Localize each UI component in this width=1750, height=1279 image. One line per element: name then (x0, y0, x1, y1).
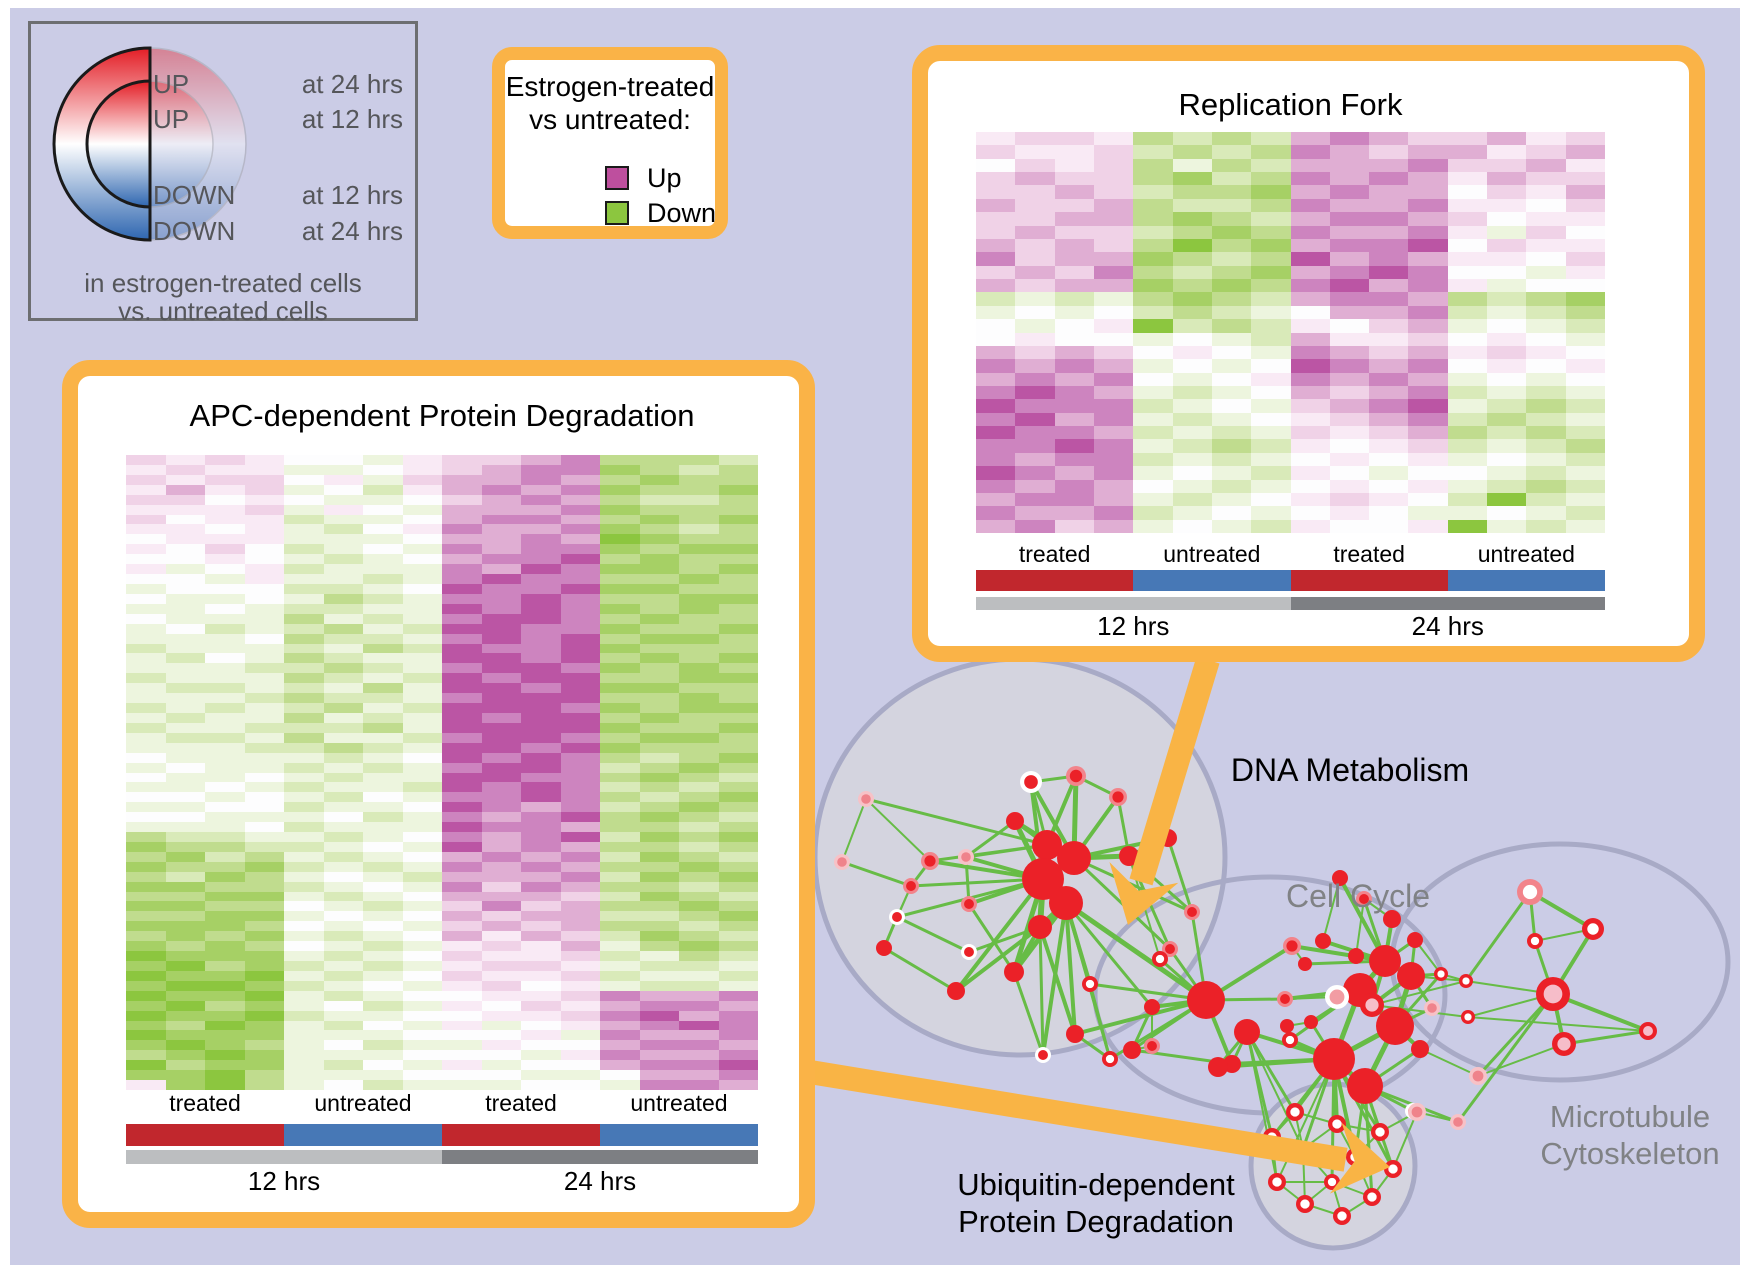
ubiquitin-label-line2: Protein Degradation (958, 1204, 1234, 1239)
apc-heatmap (126, 455, 758, 1090)
replication-fork-heatmap (976, 132, 1605, 533)
time-bar (442, 1150, 758, 1164)
legend-down-12-label: DOWN (153, 180, 236, 210)
legend-up-24-label: UP (153, 69, 190, 99)
treatment-bar (1290, 570, 1448, 591)
group-label: untreated (1163, 541, 1261, 567)
time-bar (976, 597, 1291, 610)
dna-metabolism-label: DNA Metabolism (1230, 752, 1470, 788)
ubiquitin-degradation-label: Ubiquitin-dependent Protein Degradation (896, 1166, 1296, 1240)
legend-up-24-time: at 24 hrs (301, 69, 403, 99)
estrogen-title-line2: vs untreated: (529, 104, 691, 135)
apc-panel-title: APC-dependent Protein Degradation (189, 398, 695, 433)
legend-row-down-12: DOWN at 12 hrs (153, 180, 403, 211)
treatment-bar (1133, 570, 1291, 591)
group-label: treated (169, 1090, 241, 1116)
time-label: 24 hrs (563, 1166, 637, 1196)
replication-fork-title: Replication Fork (1178, 87, 1403, 122)
apc-heatmap-panel: APC-dependent Protein Degradation treate… (62, 360, 815, 1228)
legend-item-down: Down (605, 197, 717, 228)
rf-time-bars (976, 597, 1605, 610)
ubiquitin-label-line1: Ubiquitin-dependent (957, 1167, 1235, 1202)
apc-treatment-bars (126, 1124, 758, 1146)
replication-fork-panel: Replication Fork treated untreated treated… (912, 45, 1705, 662)
group-label: treated (1018, 541, 1091, 567)
legend-up-12-label: UP (153, 104, 190, 134)
estrogen-legend-box: Estrogen-treated vs untreated: Up Down (492, 47, 728, 239)
legend-row-up-24: UP at 24 hrs (153, 69, 403, 100)
rf-group-labels: treated untreated treated untreated (976, 541, 1605, 568)
legend-caption-line2: vs. untreated cells (118, 296, 328, 326)
legend-row-up-12: UP at 12 hrs (153, 104, 403, 135)
time-bar (126, 1150, 442, 1164)
time-label: 12 hrs (247, 1166, 321, 1196)
treatment-bar (126, 1124, 284, 1146)
time-label: 24 hrs (1411, 611, 1484, 641)
group-label: untreated (630, 1090, 728, 1116)
treatment-bar (1447, 570, 1605, 591)
group-label: treated (1333, 541, 1405, 567)
time-bar (1290, 597, 1605, 610)
legend-item-up: Up (605, 162, 682, 193)
up-color-swatch (605, 166, 629, 190)
rf-treatment-bars (976, 570, 1605, 591)
apc-group-labels: treated untreated treated untreated (126, 1090, 758, 1117)
group-label: untreated (1477, 541, 1575, 567)
group-label: treated (485, 1090, 557, 1116)
treatment-bar (442, 1124, 600, 1146)
treatment-bar (600, 1124, 758, 1146)
microtubule-label-line1: Microtubule (1549, 1099, 1711, 1134)
legend-down-24-time: at 24 hrs (301, 216, 403, 246)
apc-time-labels: 12 hrs 24 hrs (126, 1166, 758, 1197)
down-label: Down (647, 197, 717, 228)
cell-cycle-label: Cell Cycle (1285, 878, 1431, 914)
legend-row-down-24: DOWN at 24 hrs (153, 216, 403, 247)
legend-caption-line1: in estrogen-treated cells (84, 268, 362, 298)
time-label: 12 hrs (1097, 611, 1170, 641)
color-wheel-legend-box: UP at 24 hrs UP at 12 hrs DOWN at 12 hrs… (28, 21, 418, 326)
microtubule-cytoskeleton-label: Microtubule Cytoskeleton (1480, 1098, 1750, 1172)
estrogen-title-line1: Estrogen-treated (505, 71, 715, 102)
legend-down-12-time: at 12 hrs (301, 180, 403, 210)
group-label: untreated (314, 1090, 412, 1116)
microtubule-label-line2: Cytoskeleton (1540, 1136, 1720, 1171)
treatment-bar (976, 570, 1134, 591)
apc-time-bars (126, 1150, 758, 1164)
treatment-bar (284, 1124, 442, 1146)
down-color-swatch (605, 201, 629, 225)
legend-down-24-label: DOWN (153, 216, 236, 246)
up-down-gradient-wheel-icon (52, 46, 247, 242)
rf-time-labels: 12 hrs 24 hrs (976, 611, 1605, 642)
up-label: Up (647, 162, 682, 193)
estrogen-legend-title: Estrogen-treated vs untreated: (505, 70, 715, 136)
legend-up-12-time: at 12 hrs (301, 104, 403, 134)
